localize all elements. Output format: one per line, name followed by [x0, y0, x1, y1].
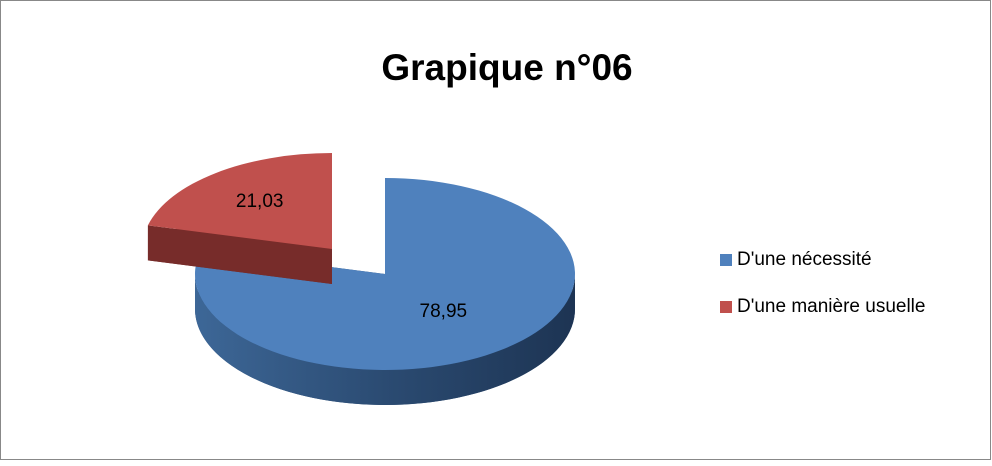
slice-face: [147, 225, 332, 284]
legend-swatch: [720, 301, 732, 313]
chart-title: Grapique n°06: [381, 47, 632, 88]
slice-wall: [195, 274, 575, 405]
data-label: 21,03: [236, 191, 284, 212]
legend-label: D'une manière usuelle: [737, 296, 925, 317]
slice: [195, 178, 576, 371]
slice: [147, 153, 332, 249]
legend-label: D'une nécessité: [737, 249, 872, 270]
legend-swatch: [720, 254, 732, 266]
data-label: 78,95: [420, 301, 468, 322]
